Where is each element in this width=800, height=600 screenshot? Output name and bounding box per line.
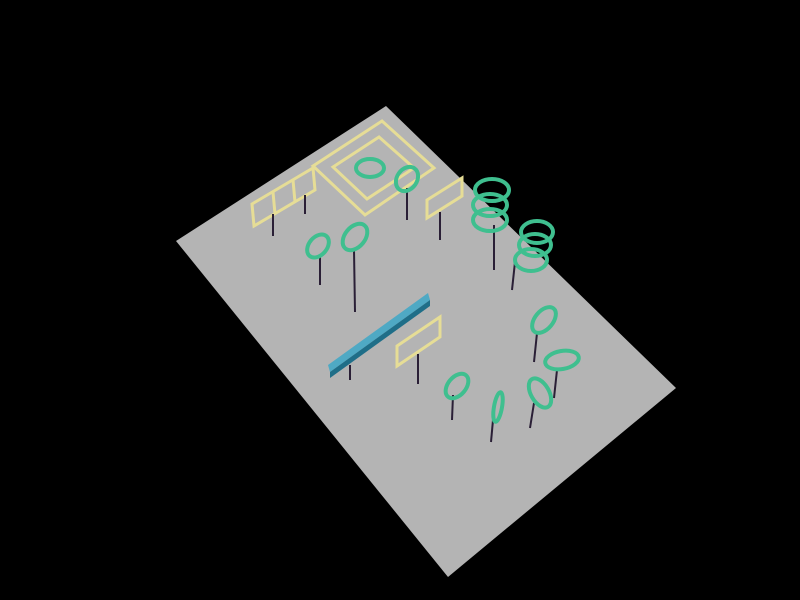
gate-single-middle	[395, 314, 442, 384]
ring-pole-2	[305, 232, 331, 285]
wall-barrier	[328, 293, 430, 380]
floor-plane	[176, 106, 676, 577]
ring-pole-7	[490, 390, 505, 443]
ring-pole-1	[393, 164, 421, 220]
ring-pole-5	[543, 348, 581, 399]
landing-pad-center-ring	[354, 157, 386, 179]
ring-pole-8	[526, 376, 554, 429]
ring-stack-2	[511, 219, 555, 291]
gate-single-back-right	[425, 175, 464, 240]
gate-triple-back-left-legs	[272, 195, 306, 236]
ring-pole-4	[530, 305, 558, 363]
ring-pole-6	[443, 371, 471, 421]
gate-triple-back-left	[250, 165, 317, 229]
ring-pole-3	[340, 221, 370, 313]
ring-stack-1	[471, 177, 511, 270]
